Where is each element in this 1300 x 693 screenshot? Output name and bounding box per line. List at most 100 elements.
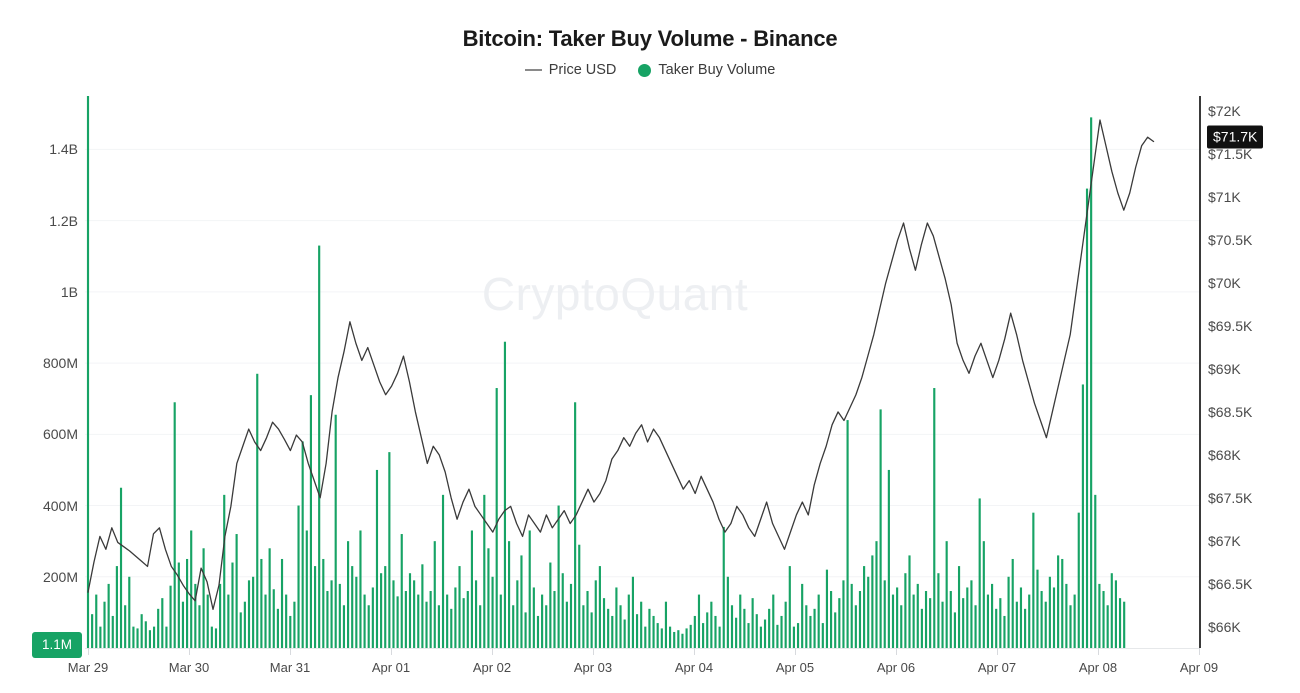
x-axis-tick-label: Apr 05	[775, 660, 815, 675]
volume-bar	[231, 562, 234, 648]
volume-bar	[991, 583, 994, 648]
volume-bar	[953, 612, 956, 648]
x-axis-tick-mark	[997, 648, 998, 655]
y-axis-left-tick: 600M	[42, 426, 78, 443]
y-axis-right-tick: $70K	[1208, 275, 1241, 292]
x-axis-tick-label: Apr 04	[674, 660, 714, 675]
volume-bar	[239, 612, 242, 648]
volume-bar	[796, 623, 800, 648]
volume-bar	[569, 583, 573, 648]
volume-bar	[776, 624, 779, 648]
volume-bar	[99, 626, 102, 648]
volume-bar	[867, 576, 870, 648]
y-axis-right-tick: $71K	[1208, 189, 1241, 206]
chart-title: Bitcoin: Taker Buy Volume - Binance	[462, 26, 838, 51]
volume-bar	[301, 441, 304, 648]
volume-bar	[297, 505, 300, 648]
price-line	[87, 119, 1155, 611]
volume-bar	[941, 601, 944, 648]
volume-bar	[1003, 615, 1006, 648]
y-axis-left-tick: 1B	[60, 283, 78, 300]
volume-bar	[1073, 594, 1076, 648]
y-axis-right-tick: $71.5K	[1208, 146, 1253, 163]
volume-bar	[429, 591, 432, 648]
plot-area[interactable]: CryptoQuant	[85, 96, 1199, 648]
volume-bar	[714, 615, 717, 648]
volume-bar	[788, 566, 791, 648]
volume-bar	[916, 583, 919, 648]
x-axis-tick-label: Apr 08	[1078, 660, 1118, 675]
volume-bar	[235, 534, 238, 648]
volume-bar	[875, 541, 878, 648]
volume-bar	[396, 596, 399, 648]
volume-bar	[421, 564, 424, 648]
volume-bar	[446, 594, 449, 648]
volume-bar	[986, 594, 990, 648]
x-axis: Mar 29 Mar 30 Mar 31 Apr 01 Apr 02 Apr 03 Apr …	[0, 648, 1300, 693]
volume-bar	[611, 615, 614, 648]
volume-bar	[128, 576, 131, 648]
volume-bar	[1028, 594, 1031, 648]
volume-bar	[1024, 608, 1027, 648]
x-axis-tick-mark	[593, 648, 594, 655]
volume-bar	[1061, 558, 1064, 648]
volume-bar	[656, 623, 659, 648]
volume-bar	[400, 534, 403, 648]
volume-bar	[388, 452, 391, 648]
volume-bar	[1114, 580, 1117, 648]
line-dash-icon	[524, 69, 542, 71]
volume-bar	[322, 558, 325, 648]
volume-bar	[380, 573, 383, 648]
legend-item-volume[interactable]: Taker Buy Volume	[638, 62, 775, 78]
volume-bar	[479, 605, 482, 648]
volume-bars	[86, 96, 1126, 648]
y-axis-left-tick: 200M	[42, 568, 78, 585]
volume-bar	[157, 608, 160, 648]
y-axis-right: $66K $66.5K $67K $67.5K $68K $68.5K $69K $69.5K…	[1208, 0, 1300, 693]
volume-bar	[602, 598, 606, 648]
plot-svg	[85, 96, 1199, 648]
volume-bar	[598, 566, 601, 648]
volume-bar	[285, 594, 288, 648]
volume-bar	[978, 498, 981, 648]
volume-bar	[813, 608, 816, 648]
x-axis-tick-label: Apr 06	[876, 660, 916, 675]
volume-bar	[363, 594, 366, 648]
volume-bar	[664, 601, 668, 648]
volume-bar	[706, 612, 709, 648]
volume-bar	[1098, 583, 1101, 648]
x-axis-tick-label: Mar 30	[168, 660, 210, 675]
volume-bar	[999, 598, 1002, 648]
volume-bar	[186, 558, 189, 648]
volume-bar	[1048, 576, 1051, 648]
volume-bar	[982, 541, 985, 648]
volume-bar	[1019, 587, 1023, 648]
volume-bar	[1106, 605, 1109, 648]
volume-bar	[759, 626, 762, 648]
x-axis-tick-label: Apr 01	[371, 660, 411, 675]
volume-bar	[264, 594, 267, 648]
volume-bar	[854, 605, 857, 648]
volume-bar	[1057, 555, 1060, 648]
volume-bar	[202, 548, 205, 648]
legend-label-price: Price USD	[548, 62, 617, 78]
circle-dot-icon	[638, 63, 652, 77]
volume-bar	[904, 573, 907, 648]
volume-bar	[578, 544, 581, 648]
volume-bar	[685, 628, 688, 648]
volume-bar	[887, 469, 890, 648]
volume-bar	[607, 608, 610, 648]
volume-bar	[945, 541, 948, 648]
volume-bar	[194, 583, 197, 648]
volume-bar	[1094, 494, 1097, 648]
volume-bar	[375, 469, 379, 648]
volume-bar	[743, 608, 746, 648]
volume-bar	[648, 608, 651, 648]
volume-bar	[247, 580, 251, 648]
y-axis-left-tick: 1.2B	[49, 212, 78, 229]
volume-bar	[524, 612, 527, 648]
volume-bar	[173, 402, 176, 648]
legend-item-price[interactable]: Price USD	[524, 62, 617, 78]
volume-bar	[466, 591, 469, 648]
